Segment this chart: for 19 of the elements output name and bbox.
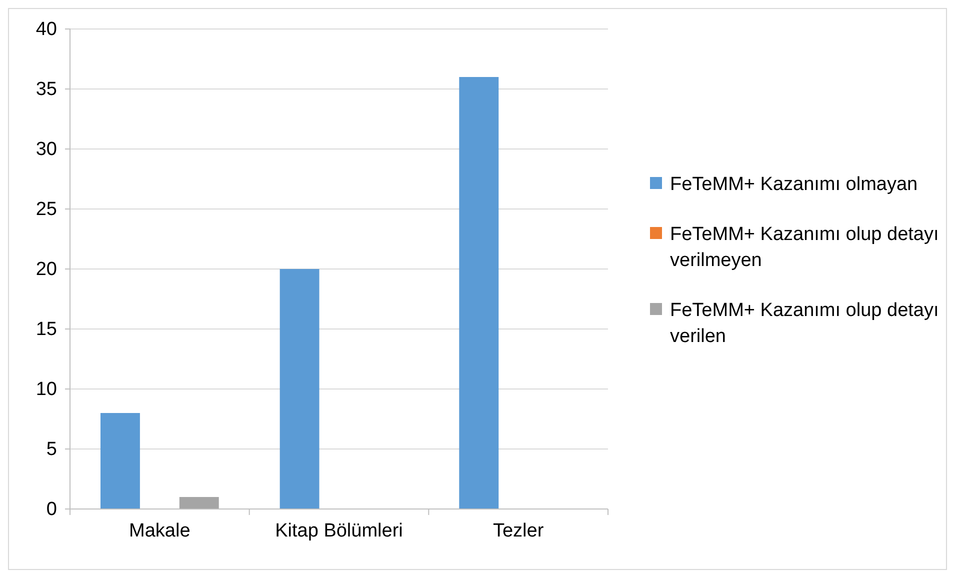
y-tick-label: 5 (46, 439, 57, 460)
legend-label: FeTeMM+ Kazanımı olup detayı verilmeyen (670, 224, 939, 271)
y-tick-label: 10 (36, 379, 57, 400)
y-tick-label: 0 (46, 499, 57, 520)
bar (100, 413, 140, 509)
legend-label: FeTeMM+ Kazanımı olup detayı verilen (670, 300, 939, 347)
y-tick-label: 15 (36, 319, 57, 340)
x-tick-label: Kitap Bölümleri (275, 520, 403, 542)
bar (459, 77, 499, 509)
y-tick-label: 30 (36, 139, 57, 160)
legend-label: FeTeMM+ Kazanımı olmayan (670, 174, 918, 195)
y-tick-label: 35 (36, 79, 57, 100)
bar (179, 497, 219, 509)
y-tick-label: 20 (36, 259, 57, 280)
bar (280, 269, 320, 509)
x-tick-label: Tezler (492, 520, 544, 542)
x-tick-label: Makale (129, 520, 190, 542)
y-tick-label: 25 (36, 199, 57, 220)
y-tick-label: 40 (36, 19, 57, 40)
